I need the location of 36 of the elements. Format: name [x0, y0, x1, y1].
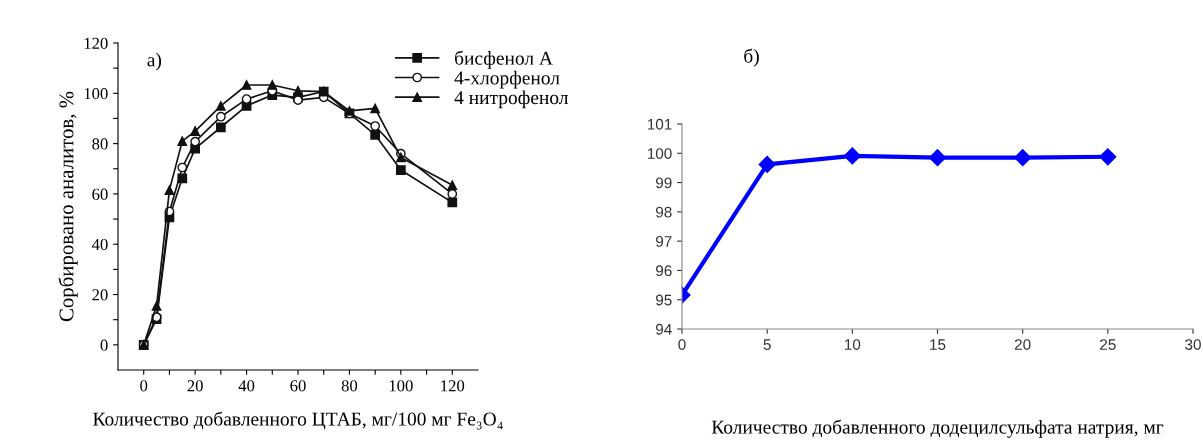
y-tick-label: 120 [84, 37, 108, 49]
y-tick-label: 101 [647, 118, 672, 130]
x-tick-label: 5 [763, 339, 771, 350]
chart-title: б) [744, 48, 759, 67]
x-tick-label: 25 [1100, 339, 1116, 350]
x-tick-label: 0 [678, 339, 686, 350]
y-tick-label: 60 [92, 188, 108, 200]
y-tick-label: 94 [656, 323, 672, 335]
x-tick-label: 120 [441, 380, 465, 392]
y-tick-label: 100 [84, 88, 108, 100]
x-tick-label: 80 [341, 380, 358, 392]
chart-title: а) [147, 52, 162, 71]
x-tick-label: 20 [187, 380, 203, 392]
x-tick-label: 0 [140, 380, 148, 392]
x-tick-label: 100 [389, 380, 413, 392]
y-tick-label: 100 [647, 148, 672, 159]
x-tick-label: 20 [1014, 339, 1031, 350]
x-tick-label: 15 [930, 339, 946, 350]
legend-label: 4 нитрофенол [454, 90, 569, 109]
y-tick-label: 40 [91, 238, 108, 251]
x-tick-label: 10 [845, 339, 861, 350]
y-tick-label: 20 [92, 289, 108, 301]
y-tick-label: 95 [656, 294, 672, 306]
x-axis-title: Количество добавленного додецилсульфата натрия, мг [711, 419, 1164, 438]
y-tick-label: 80 [92, 138, 108, 150]
y-axis-title: Сорбировано аналитов, % [58, 91, 78, 322]
x-tick-label: 30 [1185, 339, 1201, 350]
y-tick-label: 99 [656, 177, 672, 189]
y-tick-label: 98 [656, 206, 672, 218]
y-tick-label: 97 [656, 236, 672, 247]
x-tick-label: 60 [290, 380, 306, 392]
legend-label: бисфенол А [455, 50, 553, 69]
x-tick-label: 40 [238, 380, 255, 392]
x-axis-title: Количество добавленного ЦТАБ, мг/100 мг Fe₃O₄ [93, 411, 503, 430]
y-tick-label: 96 [656, 265, 672, 277]
legend-label: 4-хлорфенол [454, 70, 560, 89]
